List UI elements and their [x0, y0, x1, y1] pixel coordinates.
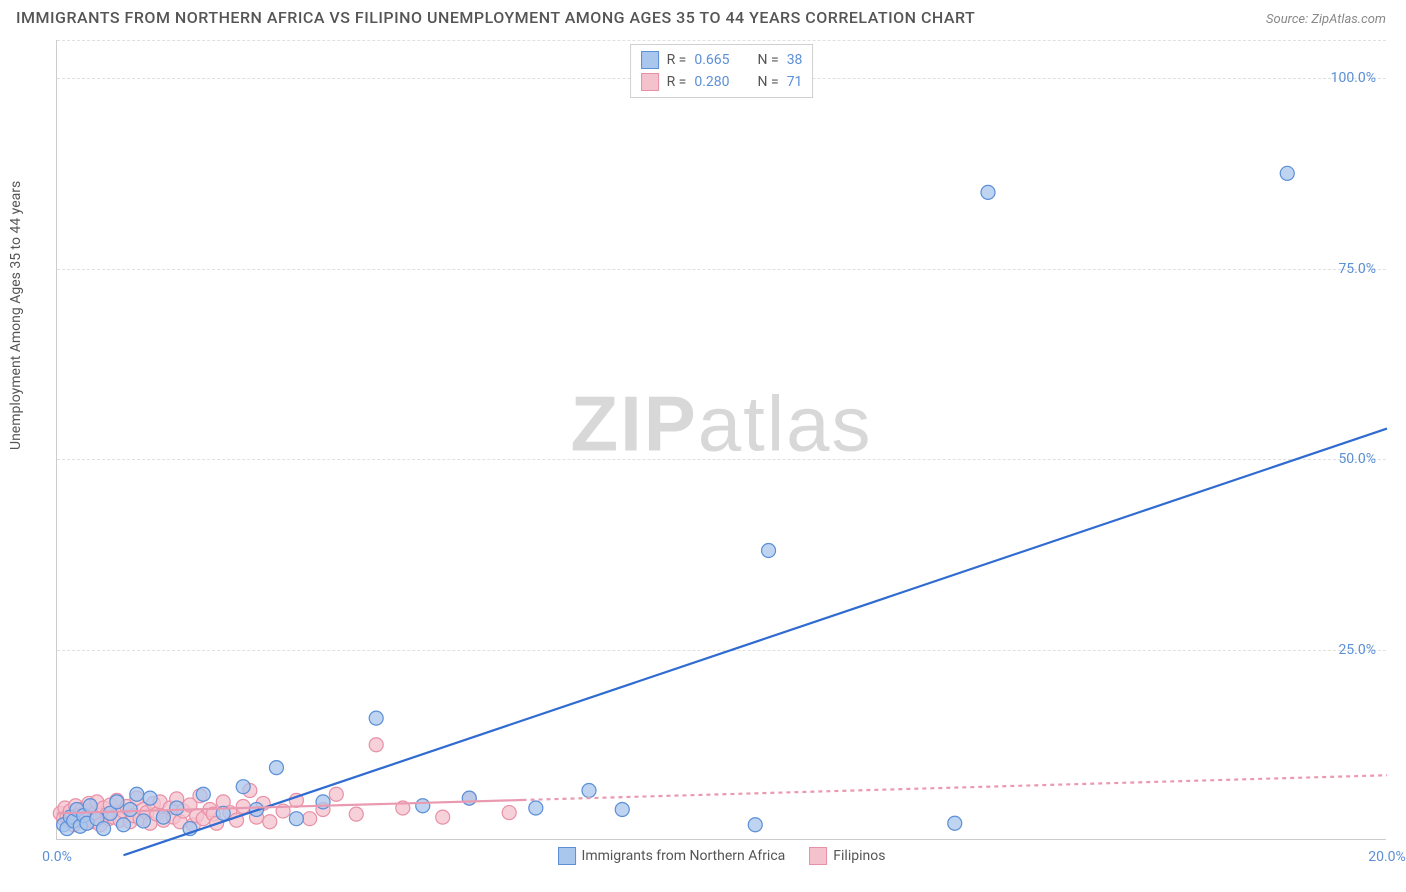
legend-item-series-1: Filipinos — [809, 847, 885, 865]
stats-row-series-1: R = 0.280 N = 71 — [641, 71, 803, 93]
bottom-legend: Immigrants from Northern Africa Filipino… — [558, 847, 886, 865]
source-attribution: Source: ZipAtlas.com — [1266, 12, 1386, 27]
n-value-series-1: 71 — [787, 74, 803, 90]
legend-swatch-icon — [558, 847, 576, 865]
legend-label-series-0: Immigrants from Northern Africa — [582, 848, 786, 864]
legend-swatch-series-1 — [641, 73, 659, 91]
r-label: R = — [667, 52, 687, 68]
x-tick-label: 20.0% — [1368, 849, 1406, 865]
stats-legend: R = 0.665 N = 38 R = 0.280 N = 71 — [630, 44, 814, 98]
r-value-series-1: 0.280 — [694, 74, 729, 90]
chart-title: IMMIGRANTS FROM NORTHERN AFRICA VS FILIP… — [16, 8, 975, 27]
stats-row-series-0: R = 0.665 N = 38 — [641, 49, 803, 71]
n-label: N = — [758, 74, 779, 90]
n-value-series-0: 38 — [787, 52, 803, 68]
chart-canvas — [57, 40, 1386, 839]
legend-item-series-0: Immigrants from Northern Africa — [558, 847, 786, 865]
r-value-series-0: 0.665 — [694, 52, 729, 68]
legend-swatch-icon — [809, 847, 827, 865]
r-label: R = — [667, 74, 687, 90]
y-axis-label: Unemployment Among Ages 35 to 44 years — [8, 181, 24, 450]
plot-area: ZIPatlas 25.0%50.0%75.0%100.0% 0.0%20.0%… — [56, 40, 1386, 840]
legend-swatch-series-0 — [641, 51, 659, 69]
n-label: N = — [758, 52, 779, 68]
x-tick-label: 0.0% — [42, 849, 72, 865]
legend-label-series-1: Filipinos — [833, 848, 885, 864]
